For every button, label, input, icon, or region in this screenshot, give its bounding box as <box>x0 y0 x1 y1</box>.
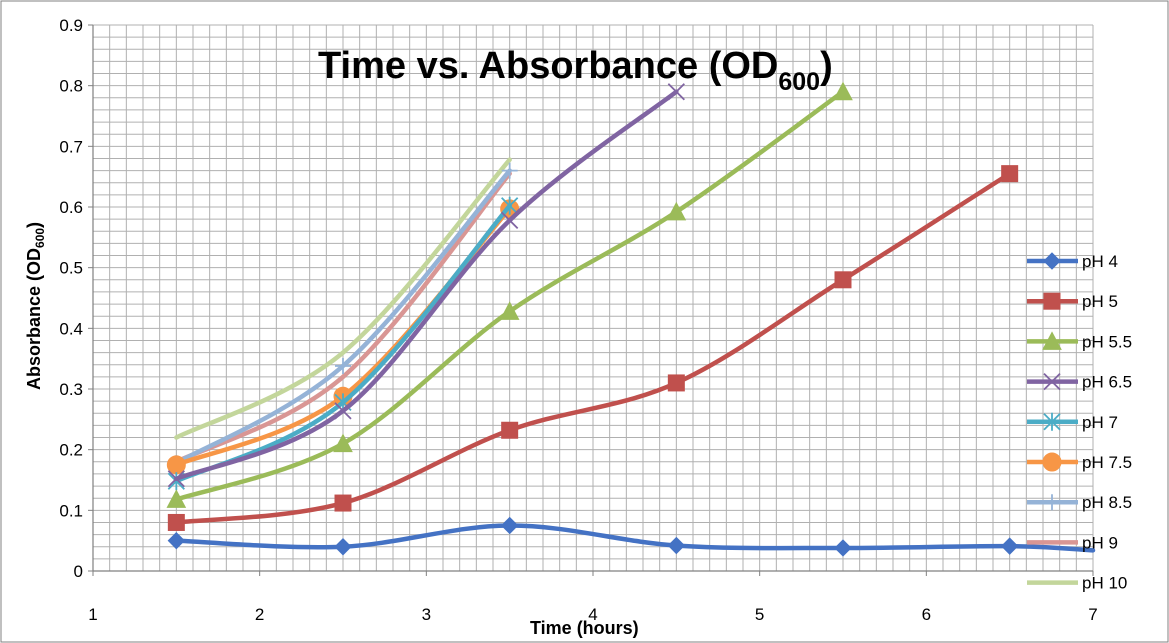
chart-title-subscript: 600 <box>778 68 820 96</box>
legend-label: pH 7.5 <box>1082 453 1132 472</box>
data-point-ph-6-5 <box>501 211 519 229</box>
legend-entry-ph-7: pH 7 <box>1027 413 1118 432</box>
data-point-ph-5 <box>834 271 852 289</box>
x-tick-label: 4 <box>588 605 597 624</box>
y-tick-label: 0.2 <box>59 441 83 460</box>
legend-entry-ph-7-5: pH 7.5 <box>1027 452 1132 472</box>
y-axis-title-subscript: 600 <box>33 228 47 248</box>
data-point-ph-5 <box>334 494 352 512</box>
chart-title: Time vs. Absorbance (OD600) <box>318 45 833 96</box>
series-ph-4 <box>167 516 1096 557</box>
gridlines <box>92 24 1094 572</box>
data-point-ph-5-5 <box>666 201 687 221</box>
y-tick-label: 0.7 <box>59 137 83 156</box>
legend-marker <box>1043 372 1061 391</box>
data-point-ph-4 <box>834 539 852 557</box>
y-tick-label: 0.5 <box>59 259 83 278</box>
legend-label: pH 8.5 <box>1082 493 1132 512</box>
legend-label: pH 10 <box>1082 574 1127 593</box>
data-point-ph-7 <box>501 196 519 215</box>
y-tick-label: 0.3 <box>59 380 83 399</box>
legend-entry-ph-10: pH 10 <box>1027 574 1127 593</box>
series-layer <box>166 81 1096 557</box>
series-line-ph-8-5 <box>174 168 512 466</box>
data-point-ph-8-5 <box>501 162 518 179</box>
legend-label: pH 7 <box>1082 413 1118 432</box>
data-point-ph-4 <box>167 531 186 550</box>
y-axis-title: Absorbance (OD600) <box>24 222 47 390</box>
x-tick-label: 2 <box>255 605 264 624</box>
legend-entry-ph-6-5: pH 6.5 <box>1027 373 1132 392</box>
data-point-ph-4 <box>1000 537 1019 555</box>
series-line-ph-6-5 <box>174 89 679 482</box>
data-point-ph-5-5 <box>333 433 353 453</box>
series-ph-5 <box>167 165 1019 531</box>
x-tick-label: 3 <box>422 605 431 624</box>
data-point-ph-5-5 <box>499 301 520 320</box>
legend-entry-ph-9: pH 9 <box>1027 533 1118 552</box>
legend-marker <box>1042 331 1062 350</box>
data-point-ph-6-5 <box>167 470 185 488</box>
data-point-ph-4 <box>667 536 686 555</box>
x-axis-title: Time (hours) <box>530 618 639 638</box>
series-ph-10 <box>174 157 512 440</box>
legend-entry-ph-8-5: pH 8.5 <box>1027 493 1132 512</box>
data-point-ph-5 <box>501 421 519 439</box>
legend-label: pH 5.5 <box>1082 332 1132 351</box>
series-ph-6-5 <box>167 83 685 488</box>
data-point-ph-4 <box>334 538 352 556</box>
data-point-ph-5-5 <box>833 81 853 101</box>
y-tick-label: 0 <box>74 562 83 581</box>
data-point-ph-8-5 <box>335 357 351 374</box>
x-tick-label: 1 <box>88 605 97 624</box>
y-axis-title-suffix: ) <box>24 222 44 228</box>
x-tick-label: 6 <box>922 605 931 624</box>
data-point-ph-5 <box>667 374 685 392</box>
x-tick-label: 5 <box>755 605 764 624</box>
legend-label: pH 4 <box>1082 252 1118 271</box>
y-tick-label: 0.4 <box>59 319 83 338</box>
x-tick-label: 7 <box>1088 605 1097 624</box>
data-point-ph-6-5 <box>667 83 685 101</box>
series-line-ph-9 <box>174 171 512 465</box>
legend-marker <box>1043 412 1061 431</box>
series-line-ph-10 <box>174 157 512 440</box>
y-tick-label: 0.1 <box>59 501 83 520</box>
legend-marker <box>1044 494 1060 511</box>
series-ph-5-5 <box>166 81 853 508</box>
data-point-ph-5-5 <box>166 489 187 508</box>
y-tick-label: 0.9 <box>59 16 83 35</box>
data-point-ph-7-5 <box>166 455 186 475</box>
data-point-ph-6-5 <box>334 402 352 420</box>
legend-marker <box>1043 252 1061 270</box>
chart-title-suffix: ) <box>820 45 833 87</box>
legend-label: pH 6.5 <box>1082 373 1132 392</box>
legend-marker <box>1042 452 1062 472</box>
legend-entry-ph-5: pH 5 <box>1027 292 1118 311</box>
axes: 0 0.1 0.2 0.3 0.4 0.5 0.6 0.7 0.8 0.9 1 2 3 4 5 6 7 <box>59 16 1097 624</box>
data-point-ph-4 <box>500 516 519 535</box>
data-point-ph-5 <box>1001 165 1019 183</box>
legend-marker <box>1043 292 1061 310</box>
data-point-ph-5 <box>167 513 185 531</box>
legend: pH 4 pH 5 pH 5.5 pH 6.5 pH 7 pH 7.5 pH 8.5 pH 9… <box>1027 252 1132 593</box>
series-ph-9 <box>174 171 512 465</box>
legend-label: pH 9 <box>1082 533 1118 552</box>
legend-entry-ph-4: pH 4 <box>1027 252 1118 271</box>
legend-label: pH 5 <box>1082 292 1118 311</box>
y-tick-label: 0.8 <box>59 77 83 96</box>
legend-entry-ph-5-5: pH 5.5 <box>1027 331 1132 351</box>
y-tick-label: 0.6 <box>59 198 83 217</box>
